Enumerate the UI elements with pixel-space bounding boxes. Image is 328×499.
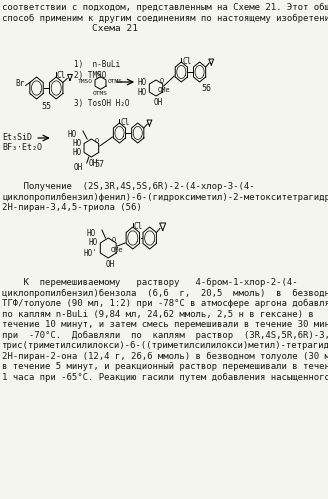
- Text: Et₃SiD: Et₃SiD: [2, 133, 32, 142]
- Text: 56: 56: [201, 84, 211, 93]
- Text: Cl: Cl: [182, 57, 191, 66]
- Text: циклопропилбензил)фенил)-6-(гидроксиметил)-2-метокситетрагидро-: циклопропилбензил)фенил)-6-(гидроксимети…: [2, 193, 328, 202]
- Text: HO: HO: [72, 139, 82, 148]
- Text: OMe: OMe: [157, 87, 170, 93]
- Text: O: O: [112, 237, 116, 243]
- Text: O: O: [95, 138, 99, 144]
- Text: HO: HO: [89, 238, 98, 247]
- Text: 55: 55: [41, 102, 51, 111]
- Text: циклопропилбензил)бензола  (6,6  г,  20,5  ммоль)  в  безводном: циклопропилбензил)бензола (6,6 г, 20,5 м…: [2, 288, 328, 297]
- Text: ТГФ/толуоле (90 мл, 1:2) при -78°С в атмосфере аргона добавляли: ТГФ/толуоле (90 мл, 1:2) при -78°С в атм…: [2, 299, 328, 308]
- Text: O: O: [160, 78, 164, 84]
- Text: OTMS: OTMS: [108, 78, 123, 83]
- Text: TMSO: TMSO: [78, 78, 93, 83]
- Text: HO: HO: [86, 229, 96, 238]
- Text: HO: HO: [138, 87, 147, 96]
- Text: Получение  (2S,3R,4S,5S,6R)-2-(4-хлор-3-(4-: Получение (2S,3R,4S,5S,6R)-2-(4-хлор-3-(…: [2, 182, 255, 191]
- Text: OH: OH: [153, 98, 162, 107]
- Text: в течение 5 минут, и реакционный раствор перемешивали в течение: в течение 5 минут, и реакционный раствор…: [2, 362, 328, 371]
- Text: 57: 57: [95, 160, 105, 169]
- Text: HO': HO': [84, 249, 98, 257]
- Text: трис(триметилсилилокси)-6-((триметилсилилокси)метил)-тетрагидро-: трис(триметилсилилокси)-6-((триметилсили…: [2, 341, 328, 350]
- Text: 2H-пиран-3,4,5-триола (56): 2H-пиран-3,4,5-триола (56): [2, 203, 142, 212]
- Text: К  перемешиваемому   раствору   4-бром-1-хлор-2-(4-: К перемешиваемому раствору 4-бром-1-хлор…: [2, 278, 298, 287]
- Text: OH: OH: [74, 163, 83, 172]
- Text: Br: Br: [16, 79, 25, 88]
- Text: HO: HO: [67, 130, 77, 139]
- Text: OMe: OMe: [110, 247, 123, 253]
- Text: соответствии с подходом, представленным на Схеме 21. Этот общий: соответствии с подходом, представленным …: [2, 3, 328, 12]
- Text: BF₃·Et₂O: BF₃·Et₂O: [2, 143, 42, 152]
- Text: Cl: Cl: [120, 118, 130, 127]
- Text: 1)  n-BuLi: 1) n-BuLi: [74, 60, 120, 69]
- Text: Схема 21: Схема 21: [92, 24, 138, 33]
- Text: 2H-пиран-2-она (12,4 г, 26,6 ммоль) в безводном толуоле (30 мл): 2H-пиран-2-она (12,4 г, 26,6 ммоль) в бе…: [2, 351, 328, 361]
- Text: HO: HO: [138, 77, 147, 86]
- Text: OH: OH: [105, 260, 115, 269]
- Text: HO: HO: [72, 148, 82, 157]
- Text: Cl: Cl: [57, 71, 66, 80]
- Text: по каплям n-BuLi (9,84 мл, 24,62 ммоль, 2,5 н в гексане) в: по каплям n-BuLi (9,84 мл, 24,62 ммоль, …: [2, 309, 314, 318]
- Text: способ применим к другим соединениям по настоящему изобретению.: способ применим к другим соединениям по …: [2, 13, 328, 22]
- Text: OH: OH: [89, 159, 98, 168]
- Text: при  -70°С.  Добавляли  по  каплям  раствор  (3R,4S,5R,6R)-3,4,5-: при -70°С. Добавляли по каплям раствор (…: [2, 330, 328, 340]
- Text: 1 часа при -65°С. Реакцию гасили путем добавления насыщенного: 1 часа при -65°С. Реакцию гасили путем д…: [2, 372, 328, 382]
- Text: OTMS: OTMS: [93, 91, 108, 96]
- Text: 3) TosOH H₂O: 3) TosOH H₂O: [74, 99, 129, 108]
- Text: 2) TMSO: 2) TMSO: [74, 71, 106, 80]
- Text: O: O: [97, 71, 101, 77]
- Text: течение 10 минут, и затем смесь перемешивали в течение 30 минут: течение 10 минут, и затем смесь перемеши…: [2, 320, 328, 329]
- Text: Cl: Cl: [133, 222, 143, 231]
